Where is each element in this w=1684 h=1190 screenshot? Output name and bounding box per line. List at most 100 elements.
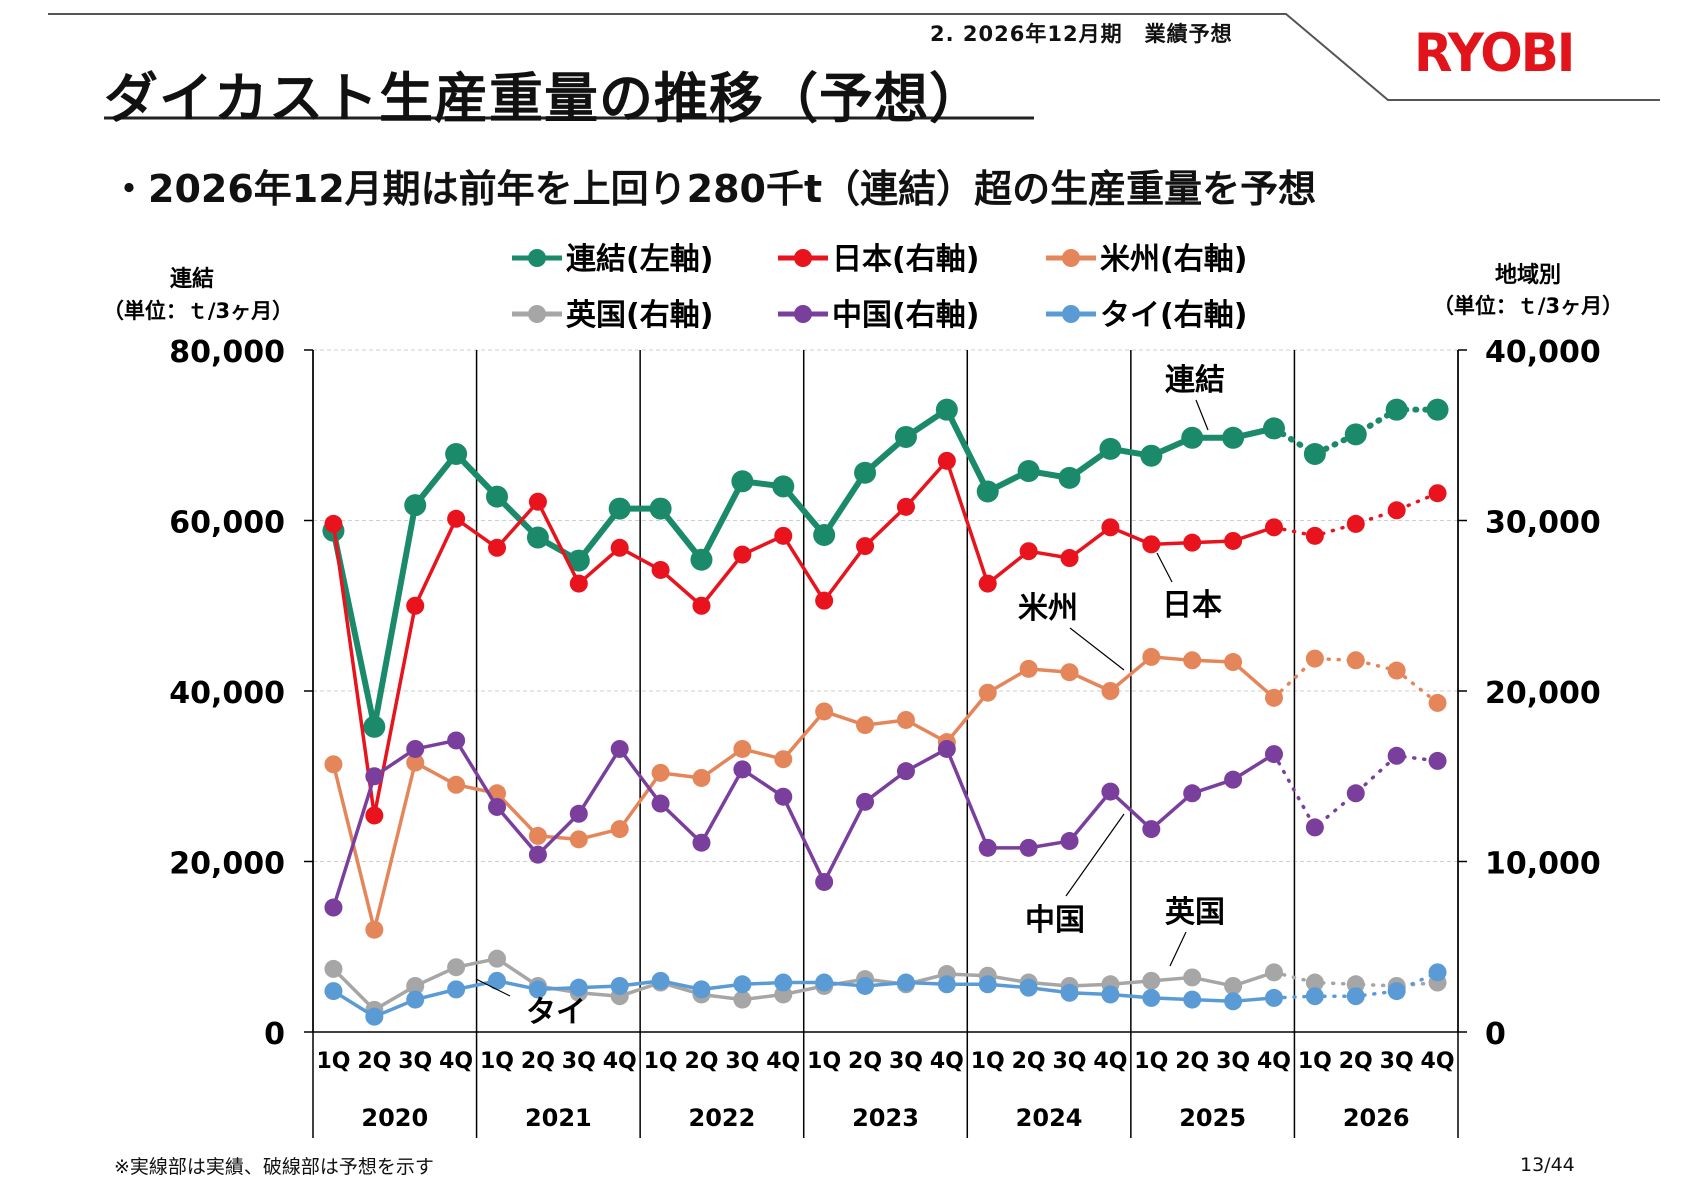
data-point <box>1101 782 1120 801</box>
quarter-label: 1Q <box>1298 1049 1332 1074</box>
data-point <box>1224 770 1243 789</box>
quarter-label: 3Q <box>1380 1049 1414 1074</box>
data-point <box>1142 988 1161 1007</box>
data-point <box>1262 417 1285 440</box>
legend-swatch-marker <box>794 249 812 267</box>
data-point <box>1101 682 1120 700</box>
quarter-label: 2Q <box>1175 1049 1209 1074</box>
data-point <box>488 797 507 816</box>
data-point <box>324 959 343 978</box>
data-point <box>813 523 836 546</box>
data-point <box>856 716 875 735</box>
annotation-leader <box>1156 552 1173 583</box>
quarter-label: 4Q <box>603 1049 637 1074</box>
quarter-label: 2Q <box>357 1049 391 1074</box>
data-point <box>1222 426 1245 449</box>
header-rule <box>48 13 1660 101</box>
quarter-label: 3Q <box>398 1049 432 1074</box>
legend-label: タイ(右軸) <box>1100 298 1247 333</box>
data-point <box>1060 663 1079 682</box>
data-point <box>365 806 384 825</box>
data-point <box>815 872 834 891</box>
quarter-label: 1Q <box>971 1049 1005 1074</box>
data-point <box>937 975 956 994</box>
data-point <box>692 596 711 615</box>
year-label: 2023 <box>852 1104 919 1132</box>
data-point <box>1060 832 1079 851</box>
data-point <box>1017 460 1040 483</box>
data-point <box>1387 501 1406 520</box>
legend-label: 連結(左軸) <box>566 242 713 277</box>
annotation-label: 日本 <box>1162 588 1222 623</box>
year-label: 2025 <box>1179 1104 1246 1132</box>
data-point <box>1099 437 1122 460</box>
data-point <box>978 574 997 593</box>
data-point <box>1224 653 1243 672</box>
data-point <box>1428 751 1447 770</box>
data-point <box>896 710 915 729</box>
data-point <box>1142 971 1161 990</box>
data-point <box>935 398 958 421</box>
data-point <box>404 494 427 517</box>
legend-label: 日本(右軸) <box>832 242 979 277</box>
annotation-leader <box>1065 813 1125 897</box>
annotation-leader <box>1195 399 1209 431</box>
data-point <box>651 763 670 782</box>
data-point <box>569 978 588 997</box>
data-point <box>365 920 384 939</box>
data-point <box>1181 426 1204 449</box>
quarter-label: 2Q <box>1012 1049 1046 1074</box>
data-point <box>1224 531 1243 550</box>
data-point <box>1344 423 1367 446</box>
data-point <box>1305 526 1324 545</box>
page-subtitle: ・2026年12月期は前年を上回り280千t（連結）超の生産重量を予想 <box>110 167 1317 211</box>
data-point <box>1101 518 1120 537</box>
data-point <box>1387 982 1406 1001</box>
data-point <box>774 526 793 545</box>
data-point <box>406 976 425 995</box>
chart-series <box>322 398 1449 1026</box>
data-point <box>406 739 425 758</box>
left-axis-unit: （単位：ｔ/3ヶ月） <box>103 299 293 323</box>
annotation-label: タイ <box>526 995 586 1030</box>
quarter-label: 4Q <box>1421 1049 1455 1074</box>
annotation-leader <box>1169 931 1187 967</box>
data-point <box>1426 398 1449 421</box>
data-point <box>608 497 631 520</box>
data-point <box>406 990 425 1009</box>
data-point <box>1060 549 1079 568</box>
legend-swatch-marker <box>1062 249 1080 267</box>
year-label: 2021 <box>525 1104 592 1132</box>
data-point <box>1183 990 1202 1009</box>
data-point <box>569 804 588 823</box>
data-point <box>324 514 343 533</box>
data-point <box>1142 535 1161 554</box>
data-point <box>1264 745 1283 764</box>
data-point <box>774 973 793 992</box>
data-point <box>733 739 752 758</box>
data-point <box>447 775 466 794</box>
data-point <box>854 461 877 484</box>
quarter-label: 2Q <box>684 1049 718 1074</box>
data-point <box>488 971 507 990</box>
quarter-label: 3Q <box>725 1049 759 1074</box>
data-point <box>1142 820 1161 839</box>
data-point <box>406 596 425 615</box>
data-point <box>1019 542 1038 561</box>
data-point <box>733 545 752 564</box>
data-point <box>896 973 915 992</box>
data-point <box>1140 444 1163 467</box>
data-point <box>528 492 547 511</box>
data-point <box>1428 484 1447 503</box>
right-tick-label: 30,000 <box>1485 506 1601 541</box>
data-point <box>569 574 588 593</box>
data-point <box>1101 985 1120 1004</box>
data-point <box>978 838 997 857</box>
data-point <box>447 731 466 750</box>
series-line-forecast <box>1272 491 1440 538</box>
data-point <box>1264 963 1283 982</box>
series-line-actual <box>331 738 1275 909</box>
quarter-label: 3Q <box>1216 1049 1250 1074</box>
data-point <box>324 755 343 774</box>
right-tick-label: 0 <box>1485 1017 1506 1052</box>
